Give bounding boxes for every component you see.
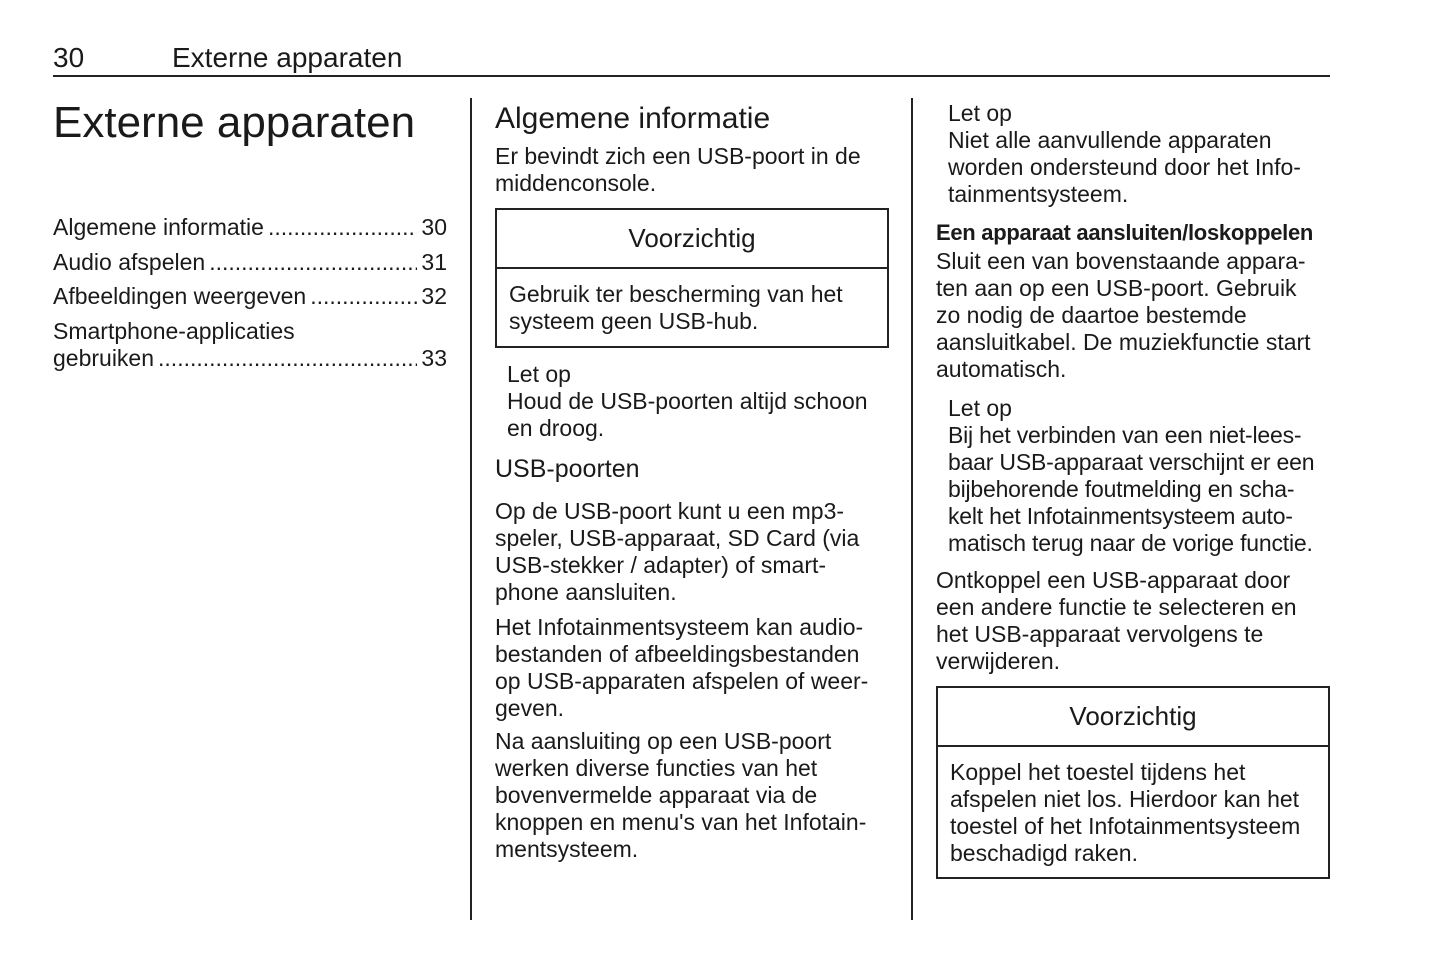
subheading: USB-poorten	[495, 455, 640, 483]
toc-entry[interactable]: gebruiken 33	[53, 345, 447, 372]
toc-label: Algemene informatie	[53, 214, 264, 240]
caution-text: Gebruik ter bescherming van het systeem …	[509, 281, 843, 334]
toc-leader	[310, 283, 417, 310]
toc-page: 32	[421, 283, 447, 309]
toc-label: Afbeeldingen weergeven	[53, 283, 307, 309]
toc-page: 33	[421, 345, 447, 371]
toc-entry[interactable]: Algemene informatie 30	[53, 214, 447, 241]
toc-leader	[268, 214, 417, 241]
column-divider	[470, 98, 472, 920]
toc-leader	[158, 345, 417, 372]
note-text: Niet alle aanvullende apparaten worden o…	[948, 127, 1301, 207]
chapter-title: Externe apparaten	[53, 98, 416, 147]
toc-entry[interactable]: Afbeeldingen weergeven 32	[53, 283, 447, 310]
note-title: Let op	[948, 395, 1012, 421]
subheading: Een apparaat aansluiten/loskoppelen	[936, 220, 1314, 245]
paragraph: Het Infotainmentsysteem kan audio- besta…	[495, 614, 869, 721]
paragraph: Sluit een van bovenstaande appara- ten a…	[936, 248, 1311, 382]
running-title: Externe apparaten	[172, 42, 403, 73]
paragraph: Na aansluiting op een USB-poort werken d…	[495, 728, 867, 862]
toc-page: 30	[421, 214, 447, 240]
toc-label: Audio afspelen	[53, 249, 206, 275]
section-heading: Algemene informatie	[495, 102, 771, 135]
toc-entry[interactable]: Audio afspelen 31	[53, 249, 447, 276]
caution-title: Voorzichtig	[938, 688, 1328, 747]
caution-box: Voorzichtig Gebruik ter bescherming van …	[495, 208, 889, 348]
toc-label-line1[interactable]: Smartphone-applicaties	[53, 318, 295, 344]
caution-box: Voorzichtig Koppel het toestel tijdens h…	[936, 686, 1330, 879]
toc-page: 31	[421, 249, 447, 275]
column-divider	[911, 98, 913, 920]
caution-text: Koppel het toestel tijdens het afspelen …	[950, 759, 1301, 866]
paragraph: Op de USB-poort kunt u een mp3- speler, …	[495, 498, 860, 605]
toc-label: gebruiken	[53, 345, 155, 371]
note-text: Houd de USB-poorten altijd schoon en dro…	[507, 388, 868, 441]
caution-title: Voorzichtig	[497, 210, 887, 269]
header-rule	[53, 75, 1330, 77]
toc-leader	[209, 249, 417, 276]
intro-paragraph: Er bevindt zich een USB-poort in de midd…	[495, 143, 861, 196]
note-title: Let op	[948, 100, 1012, 126]
note-title: Let op	[507, 361, 571, 387]
note-text: Bij het verbinden van een niet-lees- baa…	[948, 422, 1315, 556]
page-number: 30	[53, 42, 85, 73]
paragraph: Ontkoppel een USB-apparaat door een ande…	[936, 567, 1297, 674]
